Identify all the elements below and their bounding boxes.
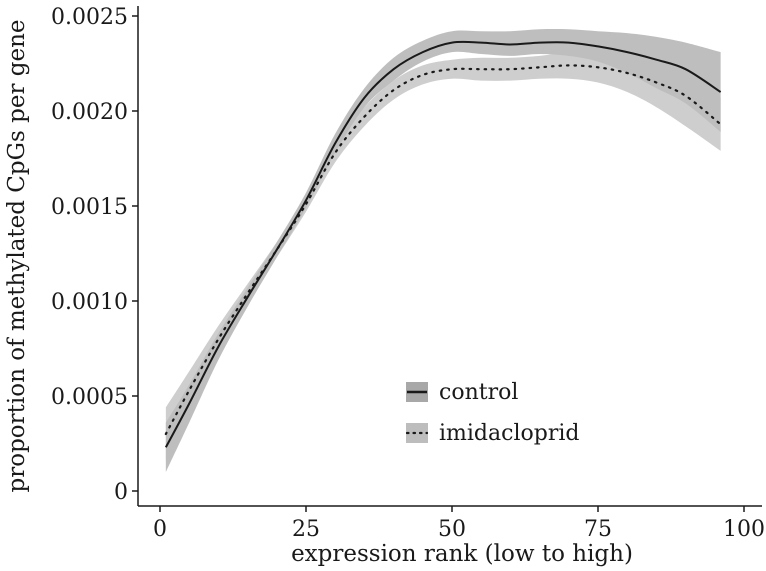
- y-tick-label: 0: [114, 480, 128, 505]
- x-axis-title: expression rank (low to high): [291, 541, 633, 567]
- series-line-imidacloprid: [164, 64, 722, 436]
- legend-label: imidacloprid: [439, 421, 579, 446]
- x-tick-label: 50: [438, 517, 466, 542]
- legend-key-band: [406, 423, 428, 443]
- legend-label: control: [439, 380, 518, 405]
- plot-area: [164, 29, 722, 473]
- series-line-control: [164, 40, 722, 448]
- y-tick-label: 0.0020: [51, 100, 128, 125]
- confidence-band-imidacloprid: [165, 51, 721, 461]
- axes: 0 0.0005 0.0010 0.0015 0.0020 0.0025 0 25 50 75 1…: [51, 5, 765, 542]
- x-tick-label: 75: [584, 517, 612, 542]
- legend-item-imidacloprid: imidacloprid: [405, 421, 579, 446]
- x-tick-label: 25: [292, 517, 320, 542]
- y-axis-ticks: 0 0.0005 0.0010 0.0015 0.0020 0.0025: [51, 5, 138, 505]
- y-tick-label: 0.0010: [51, 290, 128, 315]
- legend: control imidacloprid: [405, 380, 579, 446]
- x-axis-ticks: 0 25 50 75 100: [153, 506, 765, 542]
- x-tick-label: 100: [723, 517, 765, 542]
- y-axis-title: proportion of methylated CpGs per gene: [4, 19, 30, 492]
- y-tick-label: 0.0015: [51, 195, 128, 220]
- legend-item-control: control: [406, 380, 518, 405]
- y-tick-label: 0.0025: [51, 5, 128, 30]
- y-tick-label: 0.0005: [51, 385, 128, 410]
- x-tick-label: 0: [153, 517, 167, 542]
